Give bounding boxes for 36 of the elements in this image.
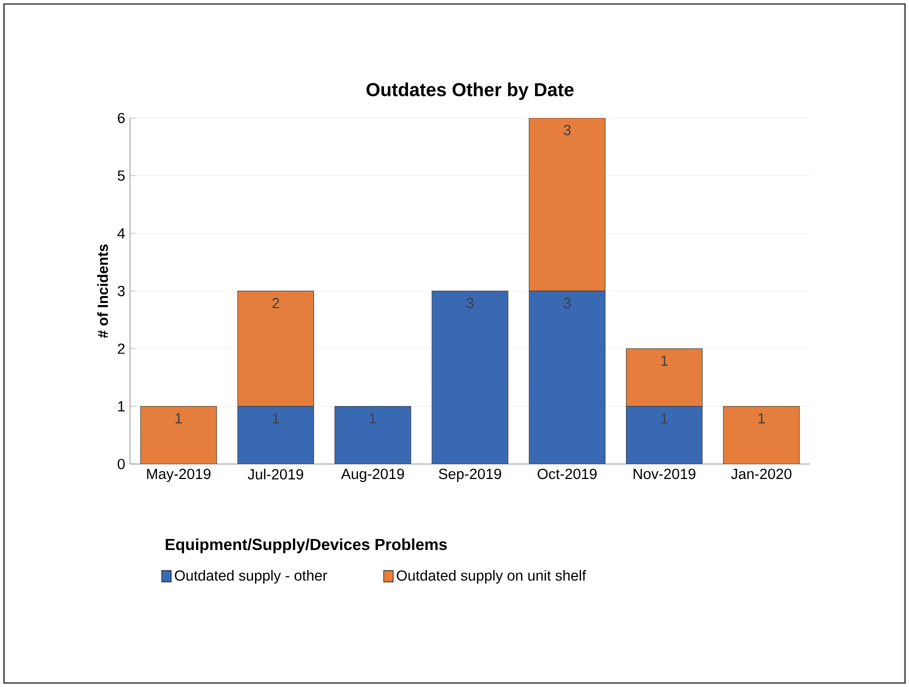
y-tick-label: 3 xyxy=(118,286,125,296)
legend-title: Equipment/Supply/Devices Problems xyxy=(166,538,447,554)
data-label: 1 xyxy=(272,413,280,424)
y-tick-label: 2 xyxy=(118,344,125,354)
bar xyxy=(626,348,703,407)
data-label: 1 xyxy=(758,413,765,424)
data-label: 3 xyxy=(564,298,571,308)
data-label: 1 xyxy=(176,413,182,424)
y-tick-label: 6 xyxy=(118,112,125,124)
legend-label: Outdated supply - other xyxy=(174,570,328,584)
bar xyxy=(432,290,508,464)
data-label: 2 xyxy=(272,298,280,308)
bar xyxy=(723,406,800,464)
bar xyxy=(334,406,412,464)
data-label: 1 xyxy=(370,413,376,424)
data-label: 3 xyxy=(564,124,571,136)
data-label: 1 xyxy=(661,356,668,366)
x-tick-label: Jul-2019 xyxy=(248,468,304,480)
chart-title: Outdates Other by Date xyxy=(366,82,574,100)
data-label: 3 xyxy=(466,298,474,308)
data-label: 1 xyxy=(661,413,668,424)
legend-label: Outdated supply on unit shelf xyxy=(396,570,586,584)
y-tick-label: 0 xyxy=(118,458,125,470)
x-tick-label: Aug-2019 xyxy=(341,468,404,482)
x-tick-label: May-2019 xyxy=(147,468,210,482)
bar xyxy=(140,406,217,464)
x-tick-label: Sep-2019 xyxy=(438,468,502,482)
bar xyxy=(528,118,606,292)
bar xyxy=(237,290,314,407)
y-tick-label: 4 xyxy=(117,228,125,238)
y-tick-label: 1 xyxy=(118,401,125,412)
y-tick-label: 5 xyxy=(118,170,125,181)
y-axis-title: # of Incidents xyxy=(97,244,108,338)
x-tick-label: Jan-2020 xyxy=(731,468,792,480)
x-tick-label: Oct-2019 xyxy=(538,468,597,480)
x-tick-label: Nov-2019 xyxy=(634,468,696,480)
